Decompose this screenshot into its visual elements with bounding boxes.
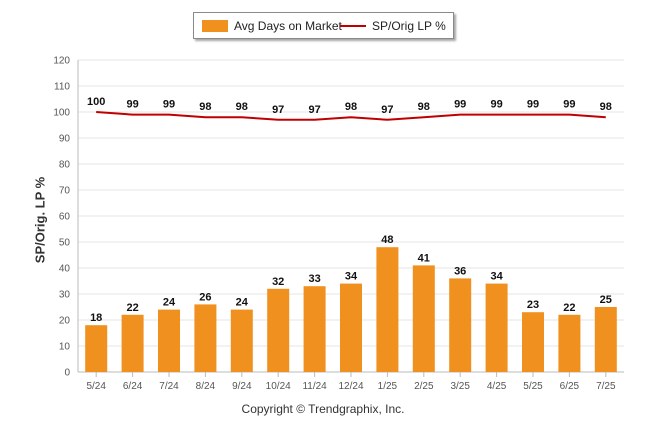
bar-data-label: 24 <box>236 297 249 309</box>
bar <box>449 278 472 372</box>
y-tick-label: 110 <box>54 82 70 93</box>
bar-data-label: 18 <box>90 312 102 324</box>
y-tick-label: 100 <box>53 108 70 119</box>
line-data-label: 99 <box>454 99 466 111</box>
line-data-label: 98 <box>418 101 430 113</box>
bar-data-label: 32 <box>272 276 284 288</box>
line-data-label: 97 <box>308 104 320 116</box>
line-data-label: 100 <box>87 96 105 108</box>
bar <box>558 314 581 372</box>
x-tick-label: 6/25 <box>560 381 580 392</box>
x-tick-label: 5/25 <box>523 381 543 392</box>
line-data-label: 98 <box>345 101 357 113</box>
x-tick-label: 11/24 <box>302 381 327 392</box>
line-series-sp-orig-lp <box>96 111 606 121</box>
bar <box>158 309 180 372</box>
bar <box>376 247 399 372</box>
bar-data-label: 22 <box>126 302 138 314</box>
legend-line-swatch <box>340 25 366 27</box>
bar-data-label: 33 <box>308 273 320 285</box>
legend-item-days-on-market[interactable]: Avg Days on Market <box>202 19 342 33</box>
bar <box>85 325 108 372</box>
bar-data-label: 36 <box>454 265 466 277</box>
y-tick-label: 20 <box>59 316 71 327</box>
x-tick-label: 9/24 <box>232 381 252 392</box>
legend: Avg Days on Market SP/Orig LP % <box>193 12 454 39</box>
y-tick-label: 70 <box>59 186 71 197</box>
y-axis-title: SP/Orig. LP % <box>32 176 48 264</box>
x-tick-label: 2/25 <box>414 381 434 392</box>
x-tick-label: 8/24 <box>196 381 216 392</box>
bar-data-label: 34 <box>345 271 358 283</box>
line-data-label: 98 <box>600 101 612 113</box>
bar <box>303 286 326 372</box>
x-tick-label: 3/25 <box>450 381 470 392</box>
bar-data-label: 41 <box>418 252 430 264</box>
x-tick-label: 4/25 <box>487 381 507 392</box>
y-tick-label: 50 <box>59 238 71 249</box>
bar <box>412 265 435 372</box>
x-tick-label: 1/25 <box>378 381 398 392</box>
line-data-label: 98 <box>236 101 248 113</box>
y-tick-label: 10 <box>59 342 71 353</box>
legend-label-sp-orig-lp: SP/Orig LP % <box>372 19 446 33</box>
line-data-label: 99 <box>490 99 502 111</box>
x-tick-label: 10/24 <box>266 381 291 392</box>
bar-data-label: 22 <box>563 302 575 314</box>
y-tick-label: 80 <box>59 160 71 171</box>
bar <box>340 283 362 372</box>
line-data-label: 97 <box>272 104 284 116</box>
line-data-label: 99 <box>563 99 575 111</box>
bar-data-label: 25 <box>600 294 612 306</box>
y-tick-label: 30 <box>59 290 71 301</box>
x-tick-label: 12/24 <box>338 381 363 392</box>
bar-data-label: 34 <box>490 271 503 283</box>
bar <box>594 307 617 372</box>
line-data-label: 97 <box>381 104 393 116</box>
bar <box>267 288 290 372</box>
line-data-label: 99 <box>126 99 138 111</box>
y-tick-label: 0 <box>64 368 70 379</box>
line-data-label: 98 <box>199 101 211 113</box>
line-data-label: 99 <box>527 99 539 111</box>
bar <box>121 314 144 372</box>
line-data-label: 99 <box>163 99 175 111</box>
x-tick-label: 7/25 <box>596 381 616 392</box>
bar <box>522 312 544 372</box>
y-tick-label: 40 <box>59 264 71 275</box>
bar <box>230 309 253 372</box>
y-tick-label: 120 <box>53 56 70 67</box>
copyright-text: Copyright © Trendgraphix, Inc. <box>241 402 405 416</box>
y-tick-label: 90 <box>59 134 71 145</box>
bar-data-label: 48 <box>381 234 393 246</box>
x-tick-label: 5/24 <box>86 381 106 392</box>
y-tick-label: 60 <box>59 212 71 223</box>
bar <box>485 283 508 372</box>
bar <box>194 304 217 372</box>
bar-data-label: 24 <box>163 297 176 309</box>
bar-data-label: 26 <box>199 291 211 303</box>
x-tick-label: 6/24 <box>123 381 143 392</box>
legend-item-sp-orig-lp[interactable]: SP/Orig LP % <box>340 19 446 33</box>
bar-data-label: 23 <box>527 299 539 311</box>
x-tick-label: 7/24 <box>159 381 179 392</box>
legend-bar-swatch <box>202 20 228 32</box>
legend-label-days-on-market: Avg Days on Market <box>234 19 342 33</box>
